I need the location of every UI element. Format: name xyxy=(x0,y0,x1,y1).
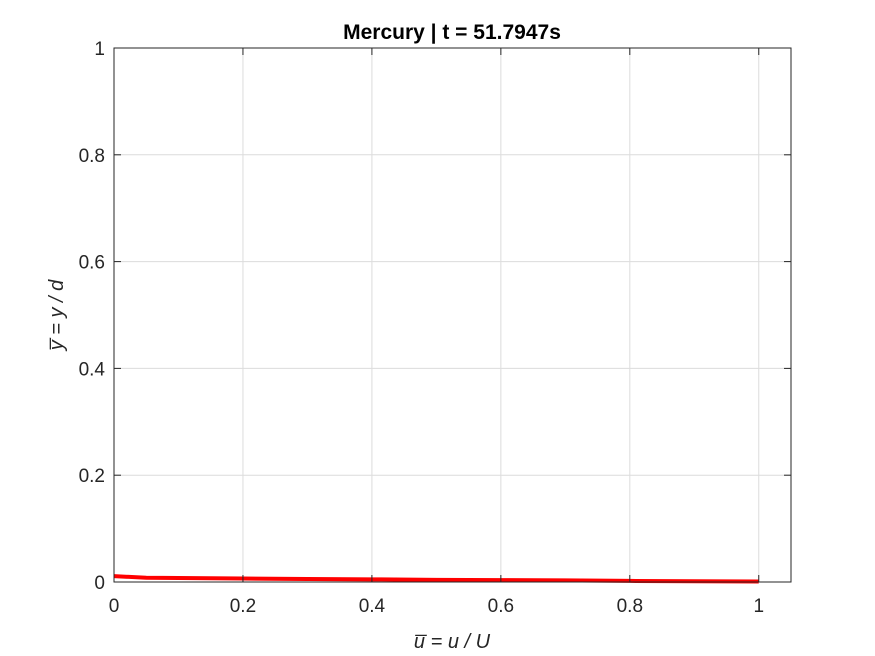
x-tick-label: 0.6 xyxy=(488,596,514,617)
axis-ticks: 0 0.2 0.4 0.6 0.8 1 0 0.2 0.4 0.6 0.8 1 xyxy=(79,39,791,617)
x-axis-label: u̅ = u / U xyxy=(414,631,491,653)
y-tick-label: 0.6 xyxy=(79,253,105,274)
grid-lines xyxy=(114,48,791,582)
series-line-0 xyxy=(113,574,759,584)
x-tick-label: 0.2 xyxy=(230,596,256,617)
y-tick-label: 0 xyxy=(94,573,105,594)
data-series xyxy=(113,574,759,584)
x-tick-label: 0.4 xyxy=(359,596,386,617)
chart-title: Mercury | t = 51.7947s xyxy=(343,21,561,44)
axes-box xyxy=(113,47,792,583)
plot-area xyxy=(114,48,791,582)
y-tick-label: 0.2 xyxy=(79,466,105,487)
x-tick-label: 1 xyxy=(753,596,764,617)
x-tick-label: 0 xyxy=(109,596,120,617)
y-axis-label: y̅ = y / d xyxy=(46,279,68,352)
y-tick-label: 0.8 xyxy=(79,146,105,167)
y-tick-label: 0.4 xyxy=(79,359,106,380)
y-tick-label: 1 xyxy=(94,39,105,60)
x-tick-label: 0.8 xyxy=(617,596,643,617)
